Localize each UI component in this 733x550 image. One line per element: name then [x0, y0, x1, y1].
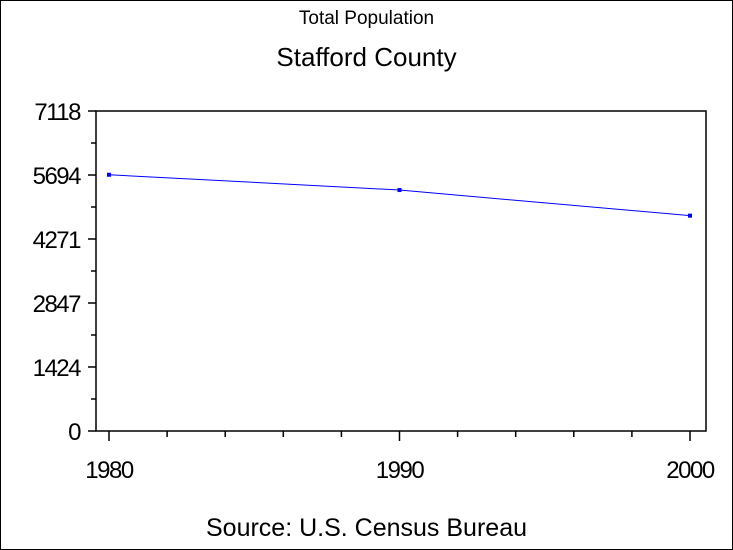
- y-tick-label: 7118: [34, 99, 81, 126]
- y-tick-label: 0: [68, 419, 81, 446]
- x-tick-label: 1990: [376, 457, 425, 484]
- series-line: [108, 174, 691, 217]
- data-point: [397, 188, 402, 193]
- y-tick-label: 2847: [33, 291, 82, 318]
- y-tick-label: 1424: [33, 355, 82, 382]
- chart-footnote: Source: U.S. Census Bureau: [206, 514, 527, 542]
- x-tick-label: 2000: [666, 457, 715, 484]
- y-tick-label: 4271: [33, 227, 82, 254]
- data-point: [688, 213, 692, 218]
- chart-subtitle: Total Population: [298, 8, 435, 29]
- plot-area: [95, 110, 707, 432]
- data-point: [107, 172, 111, 177]
- y-tick-label: 5694: [33, 163, 82, 190]
- x-tick-label: 1980: [85, 457, 134, 484]
- chart-title: Stafford County: [276, 42, 457, 72]
